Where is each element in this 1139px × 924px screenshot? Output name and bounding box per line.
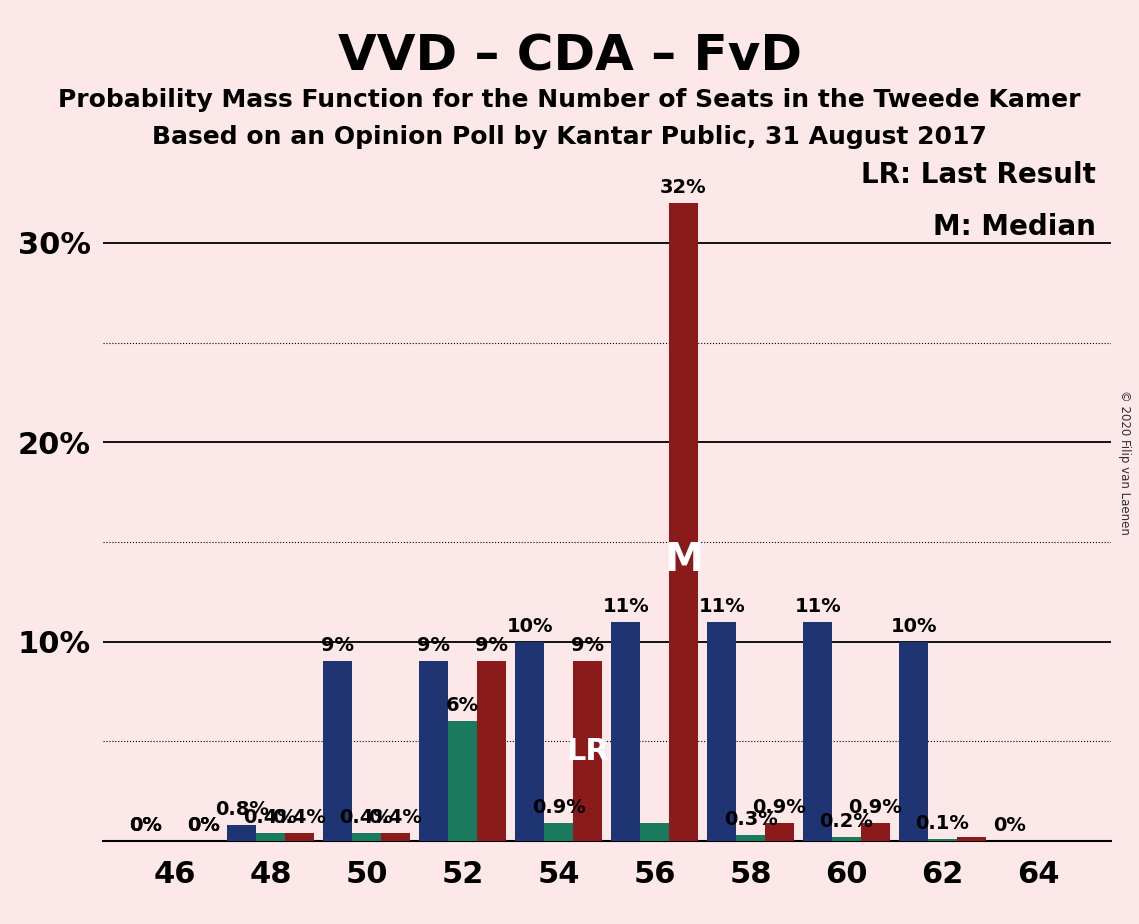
Bar [957, 837, 985, 841]
Bar [669, 203, 698, 841]
Text: 0.3%: 0.3% [723, 809, 778, 829]
Text: 9%: 9% [321, 637, 354, 655]
Text: LR: Last Result: LR: Last Result [861, 161, 1096, 188]
Bar [573, 662, 601, 841]
Bar [419, 662, 448, 841]
Bar [544, 823, 573, 841]
Text: 0.8%: 0.8% [215, 800, 269, 819]
Text: 0.4%: 0.4% [244, 808, 297, 827]
Text: 11%: 11% [603, 597, 649, 615]
Text: VVD – CDA – FvD: VVD – CDA – FvD [337, 32, 802, 80]
Bar [256, 833, 285, 841]
Text: M: M [664, 541, 703, 579]
Text: 9%: 9% [417, 637, 450, 655]
Bar [448, 722, 477, 841]
Bar [228, 825, 256, 841]
Bar [928, 839, 957, 841]
Text: 10%: 10% [507, 616, 552, 636]
Text: 0%: 0% [187, 816, 220, 835]
Text: 0%: 0% [187, 816, 220, 835]
Text: 0.9%: 0.9% [753, 798, 806, 817]
Text: 11%: 11% [698, 597, 745, 615]
Bar [900, 641, 928, 841]
Text: 10%: 10% [891, 616, 937, 636]
Bar [323, 662, 352, 841]
Text: 0.2%: 0.2% [820, 812, 874, 831]
Text: 0.1%: 0.1% [916, 814, 969, 833]
Text: 0%: 0% [993, 816, 1026, 835]
Bar [736, 835, 765, 841]
Text: 0.4%: 0.4% [368, 808, 423, 827]
Bar [515, 641, 544, 841]
Bar [803, 622, 833, 841]
Text: 0.4%: 0.4% [339, 808, 393, 827]
Bar [352, 833, 380, 841]
Bar [707, 622, 736, 841]
Text: 0%: 0% [129, 816, 162, 835]
Text: © 2020 Filip van Laenen: © 2020 Filip van Laenen [1118, 390, 1131, 534]
Text: LR: LR [566, 736, 608, 766]
Bar [380, 833, 410, 841]
Text: 0.4%: 0.4% [272, 808, 326, 827]
Text: 0%: 0% [129, 816, 162, 835]
Text: 11%: 11% [794, 597, 841, 615]
Text: M: Median: M: Median [933, 213, 1096, 241]
Bar [612, 622, 640, 841]
Text: 6%: 6% [446, 697, 480, 715]
Text: Based on an Opinion Poll by Kantar Public, 31 August 2017: Based on an Opinion Poll by Kantar Publi… [153, 125, 986, 149]
Text: 0.9%: 0.9% [532, 798, 585, 817]
Text: 9%: 9% [475, 637, 508, 655]
Bar [861, 823, 890, 841]
Bar [833, 837, 861, 841]
Bar [640, 823, 669, 841]
Bar [765, 823, 794, 841]
Text: 0.9%: 0.9% [849, 798, 902, 817]
Text: 32%: 32% [659, 178, 706, 197]
Text: Probability Mass Function for the Number of Seats in the Tweede Kamer: Probability Mass Function for the Number… [58, 88, 1081, 112]
Bar [285, 833, 313, 841]
Bar [477, 662, 506, 841]
Text: 9%: 9% [571, 637, 604, 655]
